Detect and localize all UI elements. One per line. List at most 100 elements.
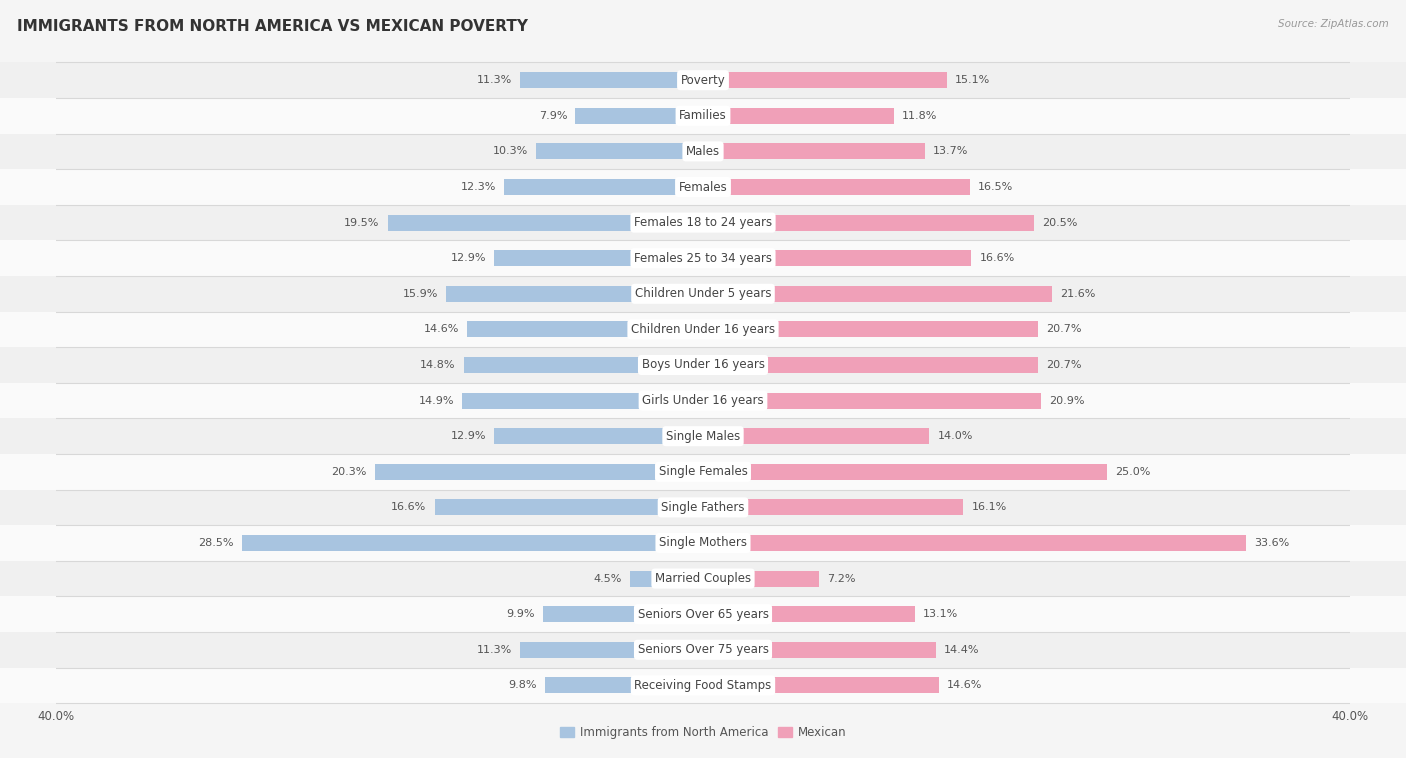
Text: 12.9%: 12.9% <box>451 431 486 441</box>
Bar <box>464 357 703 373</box>
Text: Seniors Over 65 years: Seniors Over 65 years <box>637 608 769 621</box>
Bar <box>434 500 703 515</box>
Text: 28.5%: 28.5% <box>198 538 233 548</box>
Bar <box>703 571 820 587</box>
Text: 25.0%: 25.0% <box>1115 467 1150 477</box>
Bar <box>703 250 972 266</box>
Text: Males: Males <box>686 145 720 158</box>
Text: 11.8%: 11.8% <box>901 111 938 121</box>
Bar <box>0 347 1406 383</box>
Bar <box>375 464 703 480</box>
Text: 16.5%: 16.5% <box>979 182 1014 192</box>
Bar <box>520 642 703 658</box>
Text: Poverty: Poverty <box>681 74 725 86</box>
Bar <box>703 642 936 658</box>
Bar <box>0 632 1406 668</box>
Bar <box>242 535 703 551</box>
Bar <box>703 357 1038 373</box>
Text: 16.1%: 16.1% <box>972 503 1007 512</box>
Bar <box>0 561 1406 597</box>
Bar <box>0 169 1406 205</box>
Text: 11.3%: 11.3% <box>477 75 512 85</box>
Bar <box>703 179 970 195</box>
Bar <box>0 276 1406 312</box>
Bar <box>0 205 1406 240</box>
Bar <box>0 418 1406 454</box>
Bar <box>495 250 703 266</box>
Bar <box>0 240 1406 276</box>
Bar <box>463 393 703 409</box>
Bar <box>0 597 1406 632</box>
Bar <box>388 215 703 230</box>
Text: 14.9%: 14.9% <box>419 396 454 406</box>
Bar <box>703 143 925 159</box>
Text: Boys Under 16 years: Boys Under 16 years <box>641 359 765 371</box>
Bar <box>543 606 703 622</box>
Bar <box>0 668 1406 703</box>
Bar <box>0 98 1406 133</box>
Text: 20.7%: 20.7% <box>1046 324 1081 334</box>
Text: 14.6%: 14.6% <box>423 324 458 334</box>
Bar <box>703 72 948 88</box>
Bar <box>0 454 1406 490</box>
Bar <box>537 143 703 159</box>
Text: 11.3%: 11.3% <box>477 645 512 655</box>
Bar <box>703 286 1052 302</box>
Text: Families: Families <box>679 109 727 122</box>
Bar <box>0 383 1406 418</box>
Text: 20.7%: 20.7% <box>1046 360 1081 370</box>
Text: IMMIGRANTS FROM NORTH AMERICA VS MEXICAN POVERTY: IMMIGRANTS FROM NORTH AMERICA VS MEXICAN… <box>17 19 527 34</box>
Bar <box>544 678 703 694</box>
Text: 14.8%: 14.8% <box>420 360 456 370</box>
Legend: Immigrants from North America, Mexican: Immigrants from North America, Mexican <box>555 722 851 744</box>
Text: 14.6%: 14.6% <box>948 681 983 691</box>
Text: Single Females: Single Females <box>658 465 748 478</box>
Bar <box>703 535 1246 551</box>
Text: Females 25 to 34 years: Females 25 to 34 years <box>634 252 772 265</box>
Text: 21.6%: 21.6% <box>1060 289 1095 299</box>
Text: 15.1%: 15.1% <box>955 75 990 85</box>
Text: Seniors Over 75 years: Seniors Over 75 years <box>637 644 769 656</box>
Bar <box>495 428 703 444</box>
Bar <box>703 393 1040 409</box>
Text: Children Under 16 years: Children Under 16 years <box>631 323 775 336</box>
Text: 13.1%: 13.1% <box>922 609 957 619</box>
Text: Females 18 to 24 years: Females 18 to 24 years <box>634 216 772 229</box>
Bar <box>703 108 894 124</box>
Text: Married Couples: Married Couples <box>655 572 751 585</box>
Text: 9.9%: 9.9% <box>506 609 534 619</box>
Bar <box>630 571 703 587</box>
Bar <box>446 286 703 302</box>
Bar <box>0 133 1406 169</box>
Text: Source: ZipAtlas.com: Source: ZipAtlas.com <box>1278 19 1389 29</box>
Text: Children Under 5 years: Children Under 5 years <box>634 287 772 300</box>
Text: 20.9%: 20.9% <box>1049 396 1084 406</box>
Text: Single Fathers: Single Fathers <box>661 501 745 514</box>
Bar <box>505 179 703 195</box>
Text: 14.0%: 14.0% <box>938 431 973 441</box>
Text: 14.4%: 14.4% <box>943 645 980 655</box>
Text: 9.8%: 9.8% <box>508 681 537 691</box>
Text: 16.6%: 16.6% <box>980 253 1015 263</box>
Bar <box>575 108 703 124</box>
Bar <box>0 62 1406 98</box>
Text: Single Males: Single Males <box>666 430 740 443</box>
Text: Females: Females <box>679 180 727 193</box>
Text: 20.5%: 20.5% <box>1043 218 1078 227</box>
Bar <box>467 321 703 337</box>
Text: 12.3%: 12.3% <box>461 182 496 192</box>
Text: 4.5%: 4.5% <box>593 574 621 584</box>
Text: 33.6%: 33.6% <box>1254 538 1289 548</box>
Bar <box>703 428 929 444</box>
Bar <box>703 464 1108 480</box>
Text: 7.2%: 7.2% <box>828 574 856 584</box>
Bar <box>0 490 1406 525</box>
Text: 20.3%: 20.3% <box>332 467 367 477</box>
Text: Receiving Food Stamps: Receiving Food Stamps <box>634 679 772 692</box>
Bar <box>0 312 1406 347</box>
Bar <box>0 525 1406 561</box>
Bar <box>703 606 915 622</box>
Bar <box>703 500 963 515</box>
Text: 12.9%: 12.9% <box>451 253 486 263</box>
Text: 13.7%: 13.7% <box>932 146 967 156</box>
